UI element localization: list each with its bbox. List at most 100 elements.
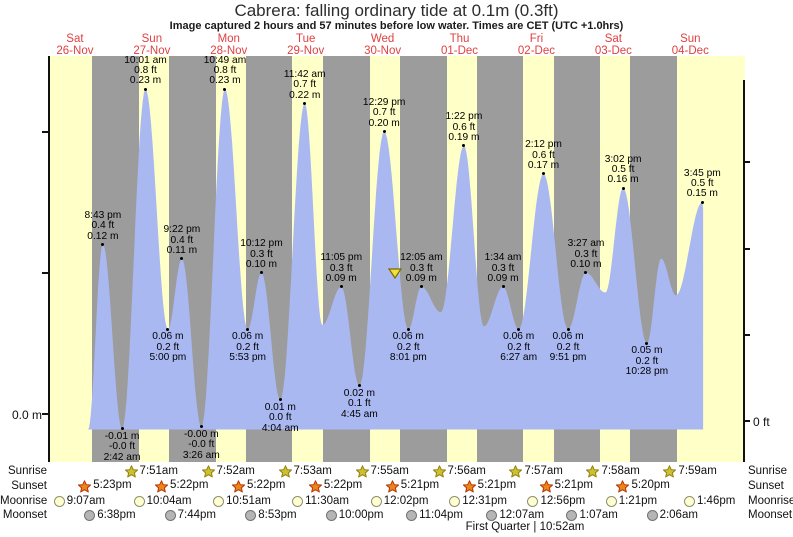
sunrise-time: 7:57am — [524, 464, 563, 477]
sunrise-time: 7:52am — [216, 464, 255, 477]
day-date: 03-Dec — [594, 45, 632, 57]
moonset-moon-icon — [245, 510, 257, 521]
day-date: 01-Dec — [440, 45, 479, 57]
moonset-moon-icon — [406, 510, 418, 521]
moonrise-time: 1:46pm — [696, 494, 736, 507]
sunset-time: 5:23pm — [93, 479, 132, 491]
day-label: Fri 02-Dec — [498, 33, 574, 57]
moonrise-time: 12:02pm — [383, 494, 429, 507]
moonset-moon-icon — [164, 510, 176, 521]
day-of-week: Sun — [141, 33, 163, 45]
day-label: Sat 03-Dec — [575, 33, 651, 57]
moonrise-time: 11:30am — [305, 494, 349, 507]
sunset-star-icon — [308, 479, 322, 492]
day-date: 02-Dec — [517, 45, 555, 57]
moon-phase-note: First Quarter | 10:52am — [465, 521, 585, 533]
day-of-week: Sat — [604, 33, 622, 45]
day-of-week: Mon — [217, 33, 240, 45]
day-label: Sun 04-Dec — [652, 33, 728, 57]
sunset-star-icon — [462, 479, 476, 492]
tide-curve — [88, 89, 704, 430]
moonrise-row-label: Moonrise — [0, 494, 48, 507]
page-title: Cabrera: falling ordinary tide at 0.1m (… — [234, 1, 559, 20]
moonset-time: 10:00pm — [338, 508, 384, 521]
sunset-star-icon — [616, 479, 630, 492]
right-axis-tick — [744, 161, 750, 164]
sunset-star-icon — [155, 479, 169, 492]
tide-area-fill — [88, 89, 704, 430]
moonrise-moon-icon — [449, 496, 461, 507]
moonset-moon-icon — [325, 510, 337, 521]
moonset-moon-icon — [486, 510, 498, 521]
moonset-time: 11:04pm — [419, 508, 463, 521]
moonset-row-label: Moonset — [2, 508, 47, 521]
sunset-row-label-right: Sunset — [748, 479, 784, 492]
day-date: 30-Nov — [364, 45, 402, 57]
sunset-time: 5:22pm — [323, 479, 363, 491]
moonset-moon-icon — [646, 510, 658, 521]
sunrise-star-icon — [586, 465, 600, 478]
moonrise-moon-icon — [527, 496, 539, 507]
moonset-time: 8:53pm — [258, 508, 297, 521]
day-of-week: Fri — [529, 33, 544, 45]
day-of-week: Sun — [680, 33, 701, 45]
moonrise-time: 1:21pm — [618, 494, 658, 507]
left-axis-label: 0.0 m — [11, 408, 42, 422]
moonrise-moon-icon — [683, 496, 695, 507]
sunrise-time: 7:53am — [293, 464, 332, 477]
day-of-week: Wed — [370, 33, 395, 45]
sunset-time: 5:21pm — [477, 479, 517, 491]
sunset-star-icon — [539, 479, 553, 492]
moonset-time: 7:44pm — [177, 508, 216, 521]
moonrise-time: 12:31pm — [462, 494, 507, 507]
moonrise-moon-icon — [53, 496, 65, 507]
moonset-row-label-right: Moonset — [748, 508, 793, 521]
sunset-time: 5:21pm — [554, 479, 593, 491]
right-axis-tick — [744, 333, 750, 336]
moonrise-time: 10:51am — [226, 494, 271, 507]
sunrise-star-icon — [663, 465, 677, 478]
moonrise-moon-icon — [605, 496, 617, 507]
day-label: Sat 26-Nov — [37, 33, 113, 57]
sunrise-star-icon — [124, 465, 138, 478]
moonrise-time: 12:56pm — [540, 494, 586, 507]
sunrise-time: 7:58am — [601, 464, 640, 477]
day-date: 26-Nov — [56, 45, 94, 57]
sunrise-star-icon — [278, 465, 292, 478]
day-date: 04-Dec — [671, 45, 709, 57]
moonset-moon-icon — [566, 510, 578, 521]
day-date: 27-Nov — [133, 45, 171, 57]
sunset-time: 5:21pm — [400, 479, 440, 491]
sunrise-time: 7:55am — [370, 464, 409, 477]
plot-area — [50, 56, 745, 462]
moonset-time: 6:38pm — [97, 508, 136, 521]
sunset-time: 5:22pm — [170, 479, 209, 491]
sunset-star-icon — [231, 479, 245, 492]
moonrise-time: 9:07am — [66, 494, 106, 507]
moonset-moon-icon — [84, 510, 96, 521]
sunrise-time: 7:56am — [447, 464, 486, 477]
left-axis-tick — [42, 130, 48, 133]
day-label: Mon 28-Nov — [191, 33, 267, 57]
moonrise-moon-icon — [213, 496, 225, 507]
day-label: Thu 01-Dec — [422, 33, 498, 57]
sunrise-time: 7:59am — [678, 464, 717, 477]
right-axis-tick — [744, 420, 750, 422]
moonrise-moon-icon — [133, 496, 145, 507]
moonset-time: 1:07am — [579, 508, 618, 521]
sunset-row-label: Sunset — [11, 479, 47, 492]
day-date: 29-Nov — [287, 45, 325, 57]
moonrise-row-label-right: Moonrise — [748, 494, 793, 507]
day-label: Tue 29-Nov — [268, 33, 344, 57]
sunset-time: 5:22pm — [246, 479, 286, 491]
left-axis-tick — [42, 271, 48, 274]
chart-subtitle: Image captured 2 hours and 57 minutes be… — [169, 20, 624, 32]
right-axis-line — [743, 80, 745, 462]
sunrise-star-icon — [355, 465, 369, 478]
moonrise-moon-icon — [292, 496, 304, 507]
sunrise-row-label-right: Sunrise — [748, 465, 787, 477]
sunset-star-icon — [385, 479, 399, 492]
left-axis-line — [48, 56, 50, 462]
sunset-time: 5:20pm — [631, 479, 670, 491]
